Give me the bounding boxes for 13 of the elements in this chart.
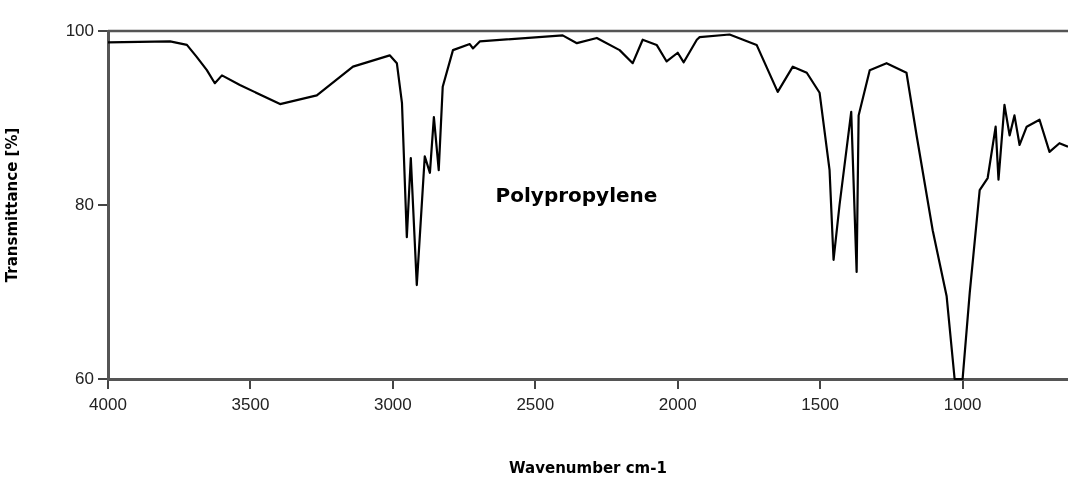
x-tick-label: 1000 [943,394,982,414]
x-tick-label: 2000 [658,394,697,414]
x-tick-label: 1500 [801,394,840,414]
y-tick-label: 60 [75,368,94,388]
y-tick-label: 80 [75,194,94,214]
x-tick-label: 4000 [89,394,127,414]
x-tick-label: 3500 [231,394,270,414]
y-axis-title: Transmittance [%] [2,127,21,283]
y-tick-label: 100 [65,20,94,40]
annotation: Polypropylene [495,182,658,207]
x-tick-label: 2500 [516,394,555,414]
x-tick-label: 3000 [373,394,412,414]
x-axis-title: Wavenumber cm-1 [509,458,667,477]
